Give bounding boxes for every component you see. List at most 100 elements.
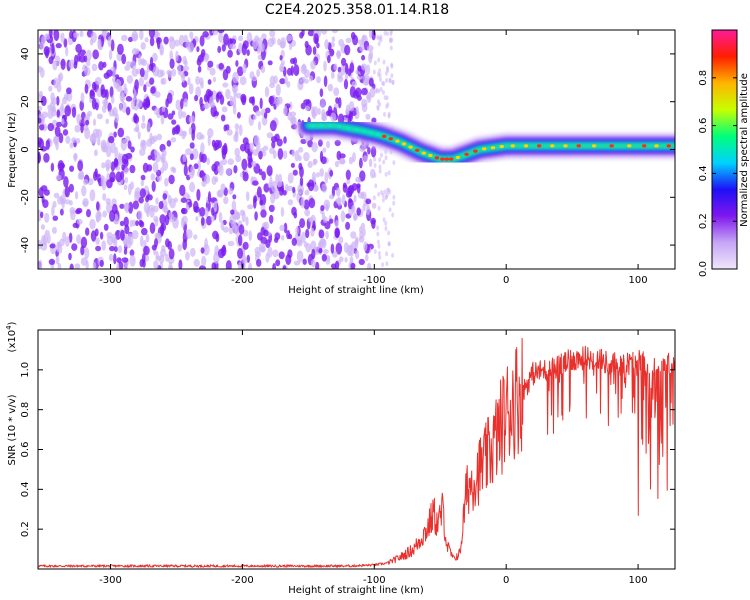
spectrogram-noise-dot bbox=[206, 215, 212, 226]
spectrogram-noise-dot bbox=[206, 157, 210, 165]
spectrogram-noise-dot bbox=[209, 67, 216, 76]
spectrogram-xtick-label: -300 bbox=[99, 275, 122, 286]
spectrogram-noise-dot bbox=[40, 95, 47, 107]
spectrogram-noise-dot bbox=[117, 43, 124, 55]
spectrogram-noise-dot bbox=[219, 94, 225, 105]
spectrogram-noise-dot bbox=[77, 160, 84, 172]
spectrogram-noise-dot bbox=[275, 173, 279, 185]
spectrogram-noise-dot bbox=[235, 92, 243, 99]
spectrogram-noise-dot bbox=[119, 103, 123, 112]
spectrogram-noise-dot bbox=[65, 46, 69, 57]
spectrogram-noise-dot bbox=[377, 205, 381, 211]
spectrogram-noise-dot bbox=[72, 222, 79, 228]
spectrogram-noise-dot bbox=[108, 109, 116, 117]
spectrogram-noise-dot bbox=[60, 118, 65, 125]
spectrogram-noise-dot bbox=[69, 165, 75, 172]
spectrogram-noise-dot bbox=[303, 151, 310, 162]
spectrogram-noise-dot bbox=[377, 191, 381, 197]
spectrogram-noise-dot bbox=[372, 195, 376, 201]
spectrogram-noise-dot bbox=[119, 203, 125, 209]
spectrogram-noise-dot bbox=[377, 41, 381, 47]
spectrogram-noise-dot bbox=[175, 50, 179, 62]
spectrogram-noise-dot bbox=[392, 200, 396, 206]
spectrogram-noise-dot bbox=[256, 186, 262, 198]
spectrogram-noise-dot bbox=[374, 88, 378, 94]
spectrogram-noise-dot bbox=[279, 66, 285, 72]
spectrogram-noise-dot bbox=[138, 77, 144, 87]
spectrogram-noise-dot bbox=[140, 122, 146, 129]
spectrogram-noise-dot bbox=[237, 66, 244, 77]
spectrogram-noise-dot bbox=[265, 107, 271, 114]
spectrogram-noise-dot bbox=[105, 197, 111, 205]
spectrogram-noise-dot bbox=[48, 85, 53, 92]
spectrogram-noise-dot bbox=[184, 59, 188, 67]
spectrogram-noise-dot bbox=[287, 199, 294, 206]
spectrogram-noise-dot bbox=[73, 60, 78, 69]
spectrogram-noise-dot bbox=[217, 45, 222, 54]
spectrogram-noise-dot bbox=[290, 162, 295, 168]
spectrogram-noise-dot bbox=[218, 31, 224, 43]
spectrogram-noise-dot bbox=[108, 254, 114, 262]
spectrogram-noise-dot bbox=[48, 258, 56, 265]
spectrogram-noise-dot bbox=[51, 226, 57, 234]
spectrogram-noise-dot bbox=[163, 205, 168, 214]
spectrogram-noise-dot bbox=[160, 114, 165, 125]
spectrogram-noise-dot bbox=[56, 96, 60, 106]
spectrogram-noise-dot bbox=[193, 259, 200, 267]
spectrogram-noise-dot bbox=[154, 151, 161, 163]
spectrogram-noise-dot bbox=[63, 38, 68, 48]
spectrogram-noise-dot bbox=[64, 105, 72, 117]
spectrogram-noise-dot bbox=[166, 69, 173, 75]
spectrogram-noise-dot bbox=[162, 160, 169, 171]
spectrogram-noise-dot bbox=[320, 98, 326, 109]
spectrogram-noise-dot bbox=[259, 97, 263, 110]
spectrogram-noise-dot bbox=[299, 218, 306, 229]
spectrogram-noise-dot bbox=[268, 95, 275, 105]
spectrogram-noise-dot bbox=[359, 170, 366, 182]
spectrogram-noise-dot bbox=[129, 164, 136, 174]
snr-panel: -300 -200 -100 0 100 0.2 0.4 0.6 0.8 1.0 Height o… bbox=[5, 321, 676, 596]
spectrogram-noise-dot bbox=[197, 160, 201, 172]
spectrogram-noise-dot bbox=[293, 260, 301, 266]
snr-ytick-label: 0.4 bbox=[20, 481, 31, 497]
spectrogram-noise-dot bbox=[167, 240, 172, 250]
spectrogram-noise-dot bbox=[79, 30, 84, 38]
spectrogram-noise-dot bbox=[188, 115, 196, 124]
spectrogram-noise-dot bbox=[389, 38, 393, 44]
spectrogram-noise-dot bbox=[377, 88, 381, 94]
spectrogram-noise-dot bbox=[141, 227, 148, 236]
spectrogram-noise-dot bbox=[251, 161, 257, 167]
spectrogram-noise-dot bbox=[263, 145, 269, 151]
spectrogram-noise-dot bbox=[84, 66, 91, 76]
spectrogram-noise-dot bbox=[329, 194, 335, 200]
spectrogram-noise-dot bbox=[254, 211, 258, 221]
spectrogram-noise-dot bbox=[165, 98, 169, 108]
spectrogram-noise-dot bbox=[75, 209, 81, 215]
spectrogram-noise-dot bbox=[311, 171, 317, 182]
spectrogram-noise-dot bbox=[220, 114, 226, 122]
spectrogram-noise-dot bbox=[388, 207, 392, 213]
spectrogram-noise-dot bbox=[380, 190, 384, 195]
snr-xtick-label: 100 bbox=[629, 575, 648, 586]
spectrogram-peak-blob bbox=[627, 144, 632, 148]
spectrogram-noise-dot bbox=[311, 248, 316, 260]
spectrogram-peak-blob bbox=[490, 146, 496, 150]
spectrogram-noise-dot bbox=[108, 136, 115, 144]
spectrogram-noise-dot bbox=[134, 79, 139, 91]
spectrogram-noise-dot bbox=[315, 261, 320, 269]
spectrogram-noise-dot bbox=[258, 168, 263, 176]
spectrogram-noise-dot bbox=[55, 43, 62, 49]
spectrogram-noise-dot bbox=[94, 228, 99, 237]
spectrogram-noise-dot bbox=[327, 83, 334, 92]
spectrogram-noise-dot bbox=[307, 179, 315, 192]
spectrogram-noise-dot bbox=[131, 30, 139, 42]
spectrogram-noise-dot bbox=[303, 241, 308, 248]
spectrogram-noise-dot bbox=[286, 229, 291, 240]
spectrogram-noise-dot bbox=[246, 49, 250, 56]
spectrogram-noise-dot bbox=[269, 147, 275, 155]
spectrogram-noise-dot bbox=[123, 248, 128, 255]
spectrogram-noise-dot bbox=[386, 65, 389, 71]
spectrogram-noise-dot bbox=[140, 180, 145, 187]
spectrogram-noise-dot bbox=[131, 230, 139, 240]
